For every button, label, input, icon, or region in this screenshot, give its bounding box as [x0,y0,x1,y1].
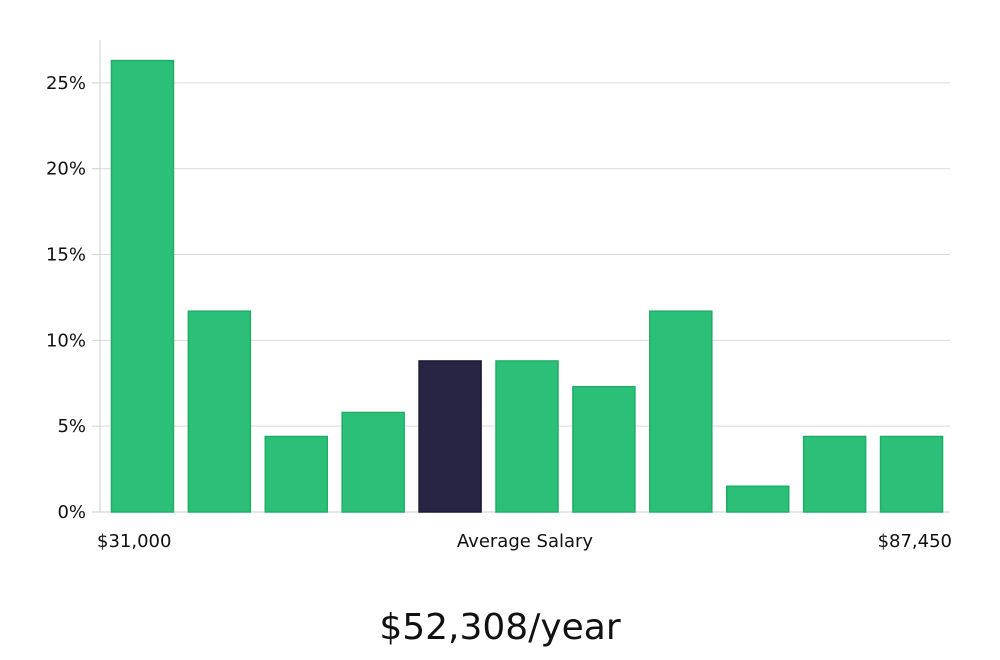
bar [802,435,867,513]
bar [341,411,405,513]
bar [572,385,636,513]
x-label-center: Average Salary [457,531,594,552]
x-label-min: $31,000 [97,531,171,552]
bar-highlight [418,360,482,513]
y-tick-label: 5% [57,416,86,437]
chart-svg: 0% 5% 10% 15% 20% 25% $31,000 Average Salary $87… [46,40,952,552]
bar [495,360,559,513]
bar [264,435,329,513]
bar [725,485,790,513]
x-label-max: $87,450 [878,531,952,552]
bar [110,59,175,513]
bar [879,435,944,513]
y-tick-label: 0% [57,502,86,523]
y-tick-label: 10% [46,330,86,351]
salary-headline: $52,308/year [379,607,621,648]
y-tick-label: 25% [46,73,86,94]
y-tick-label: 15% [46,245,86,266]
bar [187,310,252,513]
y-tick-label: 20% [46,159,86,180]
bar [649,310,713,513]
